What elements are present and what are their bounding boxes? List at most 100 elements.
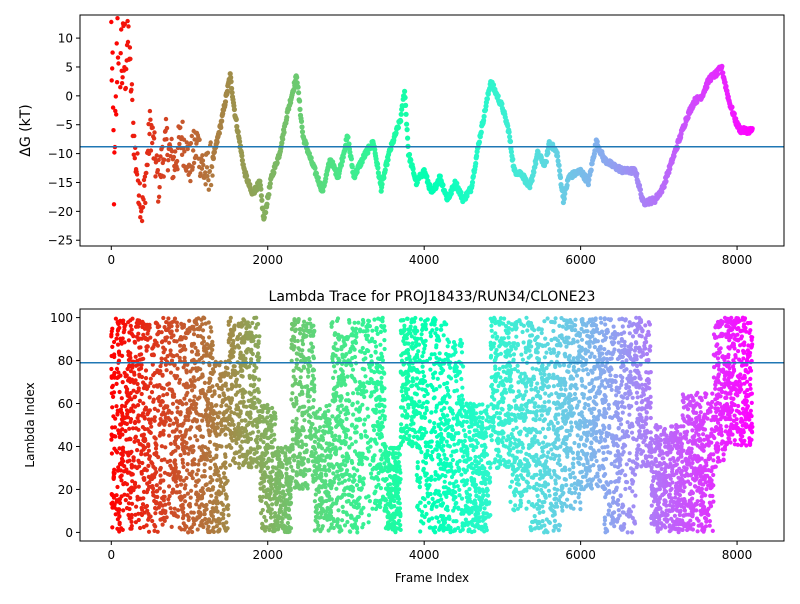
lambda-point xyxy=(403,350,407,354)
lambda-point xyxy=(367,520,371,524)
lambda-point xyxy=(196,352,200,356)
lambda-point xyxy=(345,500,349,504)
delta-g-y-tick-label: −15 xyxy=(48,176,73,190)
lambda-point xyxy=(374,398,378,402)
lambda-point xyxy=(122,493,126,497)
lambda-point xyxy=(397,460,401,464)
delta-g-point xyxy=(205,165,209,169)
lambda-point xyxy=(200,419,204,423)
lambda-point xyxy=(204,408,208,412)
delta-g-point xyxy=(124,67,128,71)
lambda-point xyxy=(256,358,260,362)
lambda-point xyxy=(243,337,247,341)
lambda-point xyxy=(342,488,346,492)
lambda-point xyxy=(253,458,257,462)
lambda-point xyxy=(377,404,381,408)
lambda-point xyxy=(157,395,161,399)
lambda-point xyxy=(409,345,413,349)
lambda-point xyxy=(188,398,192,402)
delta-g-y-tick-label: 10 xyxy=(58,32,73,46)
lambda-point xyxy=(184,446,188,450)
lambda-point xyxy=(222,418,226,422)
lambda-point xyxy=(208,466,212,470)
lambda-point xyxy=(149,477,153,481)
lambda-point xyxy=(121,459,125,463)
delta-g-point xyxy=(385,162,390,167)
lambda-point xyxy=(412,320,416,324)
delta-g-point xyxy=(164,137,168,141)
lambda-point xyxy=(110,385,114,389)
lambda-point xyxy=(305,322,309,326)
lambda-point xyxy=(121,508,125,512)
lambda-point xyxy=(341,510,345,514)
lambda-point xyxy=(229,316,233,320)
lambda-point xyxy=(221,400,225,404)
lambda-point xyxy=(147,530,151,534)
lambda-point xyxy=(409,384,413,388)
lambda-point xyxy=(398,514,402,518)
lambda-point xyxy=(412,366,416,370)
lambda-point xyxy=(128,351,132,355)
lambda-point xyxy=(128,318,132,322)
lambda-point xyxy=(222,488,226,492)
lambda-point xyxy=(279,516,283,520)
lambda-point xyxy=(197,478,201,482)
lambda-point xyxy=(210,340,214,344)
lambda-point xyxy=(358,328,362,332)
lambda-point xyxy=(316,456,320,460)
lambda-point xyxy=(423,504,427,508)
delta-g-point xyxy=(209,183,213,187)
lambda-point xyxy=(348,436,352,440)
lambda-point xyxy=(294,421,298,425)
lambda-chart-title: Lambda Trace for PROJ18433/RUN34/CLONE23 xyxy=(269,289,596,305)
lambda-point xyxy=(175,321,179,325)
lambda-point xyxy=(116,375,120,379)
lambda-point xyxy=(344,352,348,356)
lambda-point xyxy=(223,482,227,486)
delta-g-x-tick-label: 8000 xyxy=(722,253,753,267)
delta-g-point xyxy=(715,72,720,77)
lambda-point xyxy=(181,465,185,469)
delta-g-point xyxy=(586,177,591,182)
delta-g-y-tick-label: −25 xyxy=(48,234,73,248)
lambda-point xyxy=(163,336,167,340)
lambda-point xyxy=(214,506,218,510)
delta-g-point xyxy=(300,129,305,134)
lambda-point xyxy=(141,411,145,415)
lambda-point xyxy=(313,447,317,451)
lambda-point xyxy=(348,349,352,353)
delta-g-x-tick-label: 2000 xyxy=(252,253,283,267)
lambda-point xyxy=(378,343,382,347)
lambda-point xyxy=(360,403,364,407)
lambda-point xyxy=(274,502,278,506)
delta-g-point xyxy=(404,112,409,117)
lambda-point xyxy=(407,367,411,371)
lambda-point xyxy=(256,322,260,326)
lambda-point xyxy=(115,382,119,386)
lambda-point xyxy=(174,490,178,494)
lambda-point xyxy=(122,330,126,334)
lambda-point xyxy=(300,339,304,343)
lambda-point xyxy=(278,483,282,487)
delta-g-point xyxy=(239,153,244,158)
lambda-point xyxy=(409,325,413,329)
delta-g-point xyxy=(380,182,385,187)
lambda-point xyxy=(264,448,268,452)
lambda-point xyxy=(311,324,315,328)
lambda-point xyxy=(338,530,342,534)
lambda-point xyxy=(326,447,330,451)
lambda-point xyxy=(350,356,354,360)
lambda-point xyxy=(170,411,174,415)
delta-g-point xyxy=(115,16,119,20)
delta-g-point xyxy=(192,161,196,165)
lambda-point xyxy=(300,439,304,443)
lambda-point xyxy=(184,429,188,433)
delta-g-point xyxy=(259,193,264,198)
lambda-point xyxy=(144,368,148,372)
lambda-point xyxy=(136,416,140,420)
lambda-point xyxy=(172,477,176,481)
lambda-point xyxy=(350,494,354,498)
lambda-point xyxy=(147,485,151,489)
lambda-point xyxy=(362,395,366,399)
lambda-point xyxy=(161,478,165,482)
